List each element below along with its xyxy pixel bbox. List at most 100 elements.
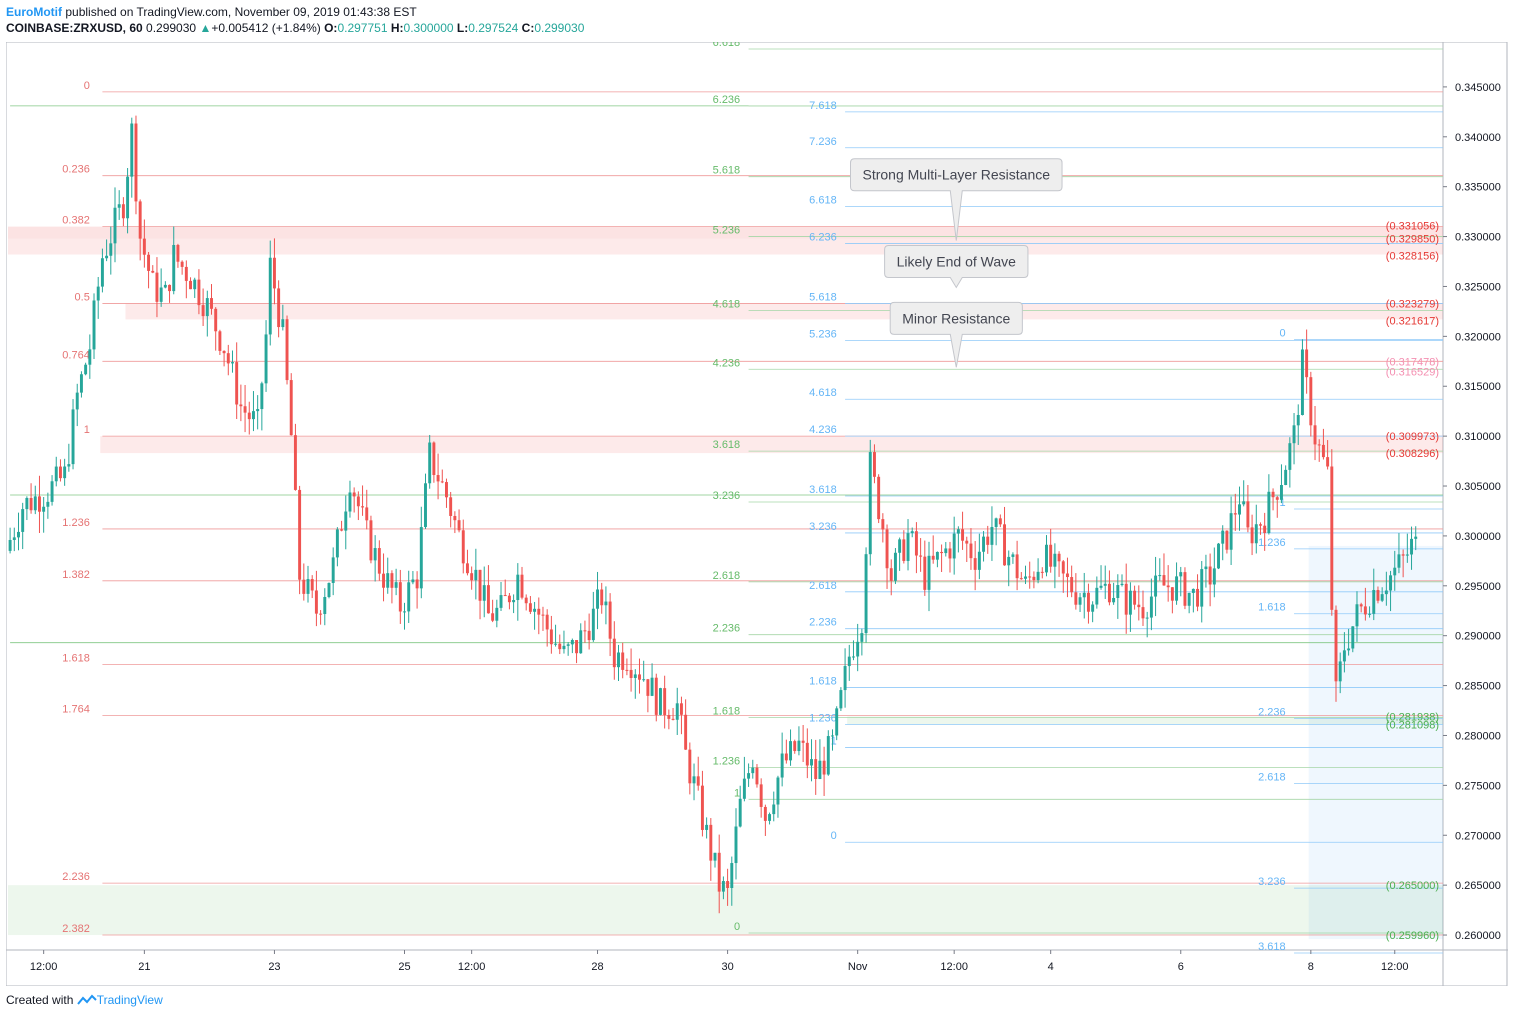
author-link[interactable]: EuroMotif: [6, 5, 62, 19]
candle-up: [633, 674, 637, 678]
tradingview-link[interactable]: TradingView: [96, 993, 163, 1007]
candle-up: [990, 526, 994, 545]
candle-down: [1137, 604, 1141, 608]
fib-green-label: 1.236: [713, 755, 741, 767]
candle-up: [1410, 538, 1413, 555]
candle-up: [1036, 571, 1040, 581]
candle-down: [1086, 592, 1090, 612]
candle-up: [1175, 576, 1179, 601]
candle-down: [600, 589, 604, 606]
fib-blue-label: 7.618: [809, 100, 837, 112]
time-tick-label: 25: [398, 961, 410, 973]
candle-up: [331, 557, 335, 583]
candle-down: [583, 630, 587, 632]
candle-up: [394, 582, 398, 588]
candle-down: [1233, 513, 1237, 515]
candle-down: [457, 520, 461, 531]
candle-down: [948, 548, 952, 559]
candle-up: [1347, 648, 1351, 651]
candle-down: [654, 677, 658, 715]
candle-up: [952, 533, 956, 559]
candle-up: [768, 814, 772, 821]
candle-down: [679, 703, 683, 715]
annotation-bubble: [889, 301, 1023, 368]
low-label: L:: [456, 21, 469, 35]
fib-green: 6.618 6.236 5.618 5.236 4.618 4.236 3.618 3.236…: [713, 37, 1443, 934]
candle-down: [889, 568, 893, 581]
chart-area[interactable]: 0 0.236 0.382 0.5 0.764 1 1.236 1.382 1.618 1.764…: [5, 37, 1508, 987]
candle-up: [482, 585, 486, 601]
candle-up: [1254, 524, 1258, 544]
candle-down: [1317, 444, 1321, 446]
fib-red-label: 2.236: [62, 871, 90, 883]
candle-down: [155, 272, 159, 302]
candle-down: [243, 406, 247, 413]
candle-down: [449, 497, 453, 516]
candle-down: [1275, 497, 1279, 500]
candle-up: [1279, 485, 1283, 500]
publish-line: EuroMotif published on TradingView.com, …: [6, 4, 584, 20]
price-level-label: (0.317478): [1386, 356, 1439, 368]
price-axis: 0.345000 0.340000 0.335000 0.330000 0.325000…: [1443, 82, 1501, 942]
candle-down: [1074, 592, 1078, 605]
candle-up: [868, 452, 872, 555]
chart-header: EuroMotif published on TradingView.com, …: [6, 4, 584, 36]
candle-down: [998, 518, 1002, 525]
fib-blue-label: 7.236: [809, 136, 837, 148]
candle-down: [973, 558, 977, 570]
candle-up: [721, 881, 725, 892]
candle-up: [499, 595, 503, 608]
candlestick-chart[interactable]: 0 0.236 0.382 0.5 0.764 1 1.236 1.382 1.618 1.764…: [5, 37, 1508, 987]
candle-up: [956, 529, 960, 534]
candle-up: [1238, 504, 1241, 515]
last-price: 0.299030: [146, 21, 197, 35]
candle-up: [994, 518, 998, 527]
candle-down: [1107, 583, 1111, 603]
candle-up: [898, 539, 902, 553]
candle-up: [562, 645, 566, 650]
candle-down: [814, 759, 818, 779]
price-level-label: (0.308296): [1386, 448, 1439, 460]
time-tick-label: Nov: [848, 961, 868, 973]
candle-down: [801, 740, 805, 743]
candle-down: [667, 715, 671, 719]
candle-up: [776, 777, 780, 805]
candle-up: [935, 551, 939, 560]
candle-up: [1149, 596, 1153, 618]
candle-down: [1032, 576, 1036, 581]
candle-up: [797, 740, 801, 752]
candle-up: [8, 539, 12, 551]
candle-down: [1271, 491, 1275, 498]
annotations-layer: Strong Multi-Layer Resistance Likely End …: [850, 158, 1063, 368]
price-tick-label: 0.280000: [1455, 730, 1501, 742]
candle-up: [1393, 567, 1397, 576]
fib-green-label: 5.618: [713, 165, 741, 177]
candle-down: [302, 579, 306, 594]
candle-down: [235, 362, 239, 405]
candle-down: [663, 688, 667, 716]
candle-up: [604, 601, 608, 606]
price-tick-label: 0.290000: [1455, 631, 1501, 643]
candle-up: [1204, 566, 1208, 570]
candle-up: [92, 300, 96, 350]
fib-green-label: 0: [734, 921, 740, 933]
candle-up: [113, 207, 117, 244]
candle-down: [218, 331, 222, 351]
fib-red-label: 2.382: [62, 923, 90, 935]
candle-down: [524, 597, 528, 604]
candle-down: [1363, 606, 1367, 615]
fib-blue-right-label: 1.236: [1258, 537, 1286, 549]
candle-up: [335, 529, 339, 558]
candle-up: [1112, 597, 1116, 603]
candle-down: [902, 539, 906, 561]
candle-up: [692, 776, 696, 784]
fib-blue-label: 4.236: [809, 424, 837, 436]
fib-blue-label: 1.236: [809, 712, 837, 724]
candle-up: [566, 644, 570, 646]
candle-up: [1342, 650, 1346, 662]
candle-up: [1082, 592, 1086, 598]
time-tick-label: 12:00: [940, 961, 968, 973]
fib-green-label: 3.618: [713, 439, 741, 451]
candle-up: [260, 383, 264, 410]
fib-green-label: 1: [734, 787, 740, 799]
